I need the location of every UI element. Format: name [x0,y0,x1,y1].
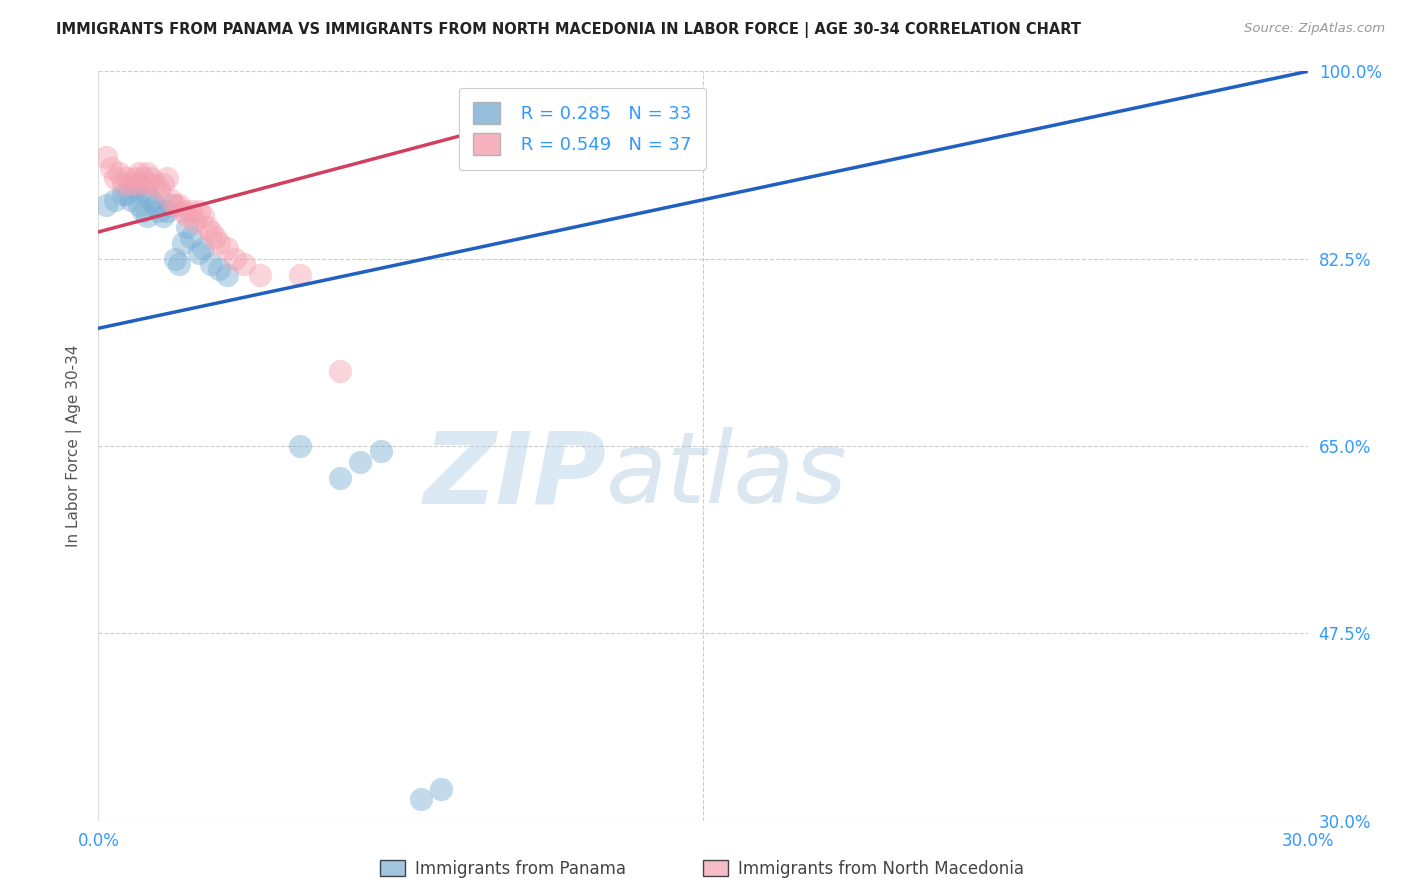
Point [176,209,198,223]
Y-axis label: In Labor Force | Age 30-34: In Labor Force | Age 30-34 [66,344,82,548]
Point [188,246,211,260]
Text: Immigrants from Panama: Immigrants from Panama [415,860,626,878]
Point [128,177,150,191]
Point [288,268,311,282]
Point [100,161,122,175]
Point [232,257,254,271]
Point [135,177,157,191]
Point [143,177,166,191]
Point [156,171,179,186]
Point [370,444,392,458]
Point [103,193,125,207]
Point [349,455,371,469]
Point [128,198,150,212]
Point [120,193,142,207]
Point [167,257,190,271]
Point [208,235,231,250]
Point [217,268,239,282]
Point [204,230,226,244]
Point [163,252,186,266]
Point [156,203,179,218]
Point [208,262,231,277]
Point [96,198,118,212]
Point [107,166,129,180]
Point [288,439,311,453]
Point [132,171,155,186]
Text: Immigrants from North Macedonia: Immigrants from North Macedonia [738,860,1024,878]
Point [128,166,150,180]
Point [103,171,125,186]
Point [188,203,211,218]
Point [120,177,142,191]
Text: ZIP: ZIP [423,427,606,524]
Point [172,235,194,250]
Point [148,182,170,196]
Point [160,193,183,207]
Point [217,241,239,255]
Point [200,257,222,271]
Point [135,209,157,223]
Point [409,792,432,806]
Point [111,177,134,191]
Point [135,187,157,202]
Point [180,203,202,218]
Point [160,198,183,212]
Point [115,171,138,186]
Point [143,198,166,212]
Point [249,268,271,282]
Point [172,203,194,218]
Point [163,198,186,212]
Point [167,198,190,212]
Point [124,171,146,186]
Point [148,203,170,218]
Point [193,241,215,255]
Point [96,150,118,164]
Point [132,203,155,218]
Point [152,177,174,191]
Point [176,219,198,234]
Point [152,209,174,223]
Point [139,171,162,186]
Point [193,209,215,223]
Point [115,187,138,202]
Point [184,214,207,228]
Point [124,182,146,196]
Point [224,252,246,266]
Point [200,225,222,239]
Point [195,219,218,234]
Text: Source: ZipAtlas.com: Source: ZipAtlas.com [1244,22,1385,36]
Point [135,166,157,180]
Point [128,177,150,191]
Point [329,364,352,378]
Text: IMMIGRANTS FROM PANAMA VS IMMIGRANTS FROM NORTH MACEDONIA IN LABOR FORCE | AGE 3: IMMIGRANTS FROM PANAMA VS IMMIGRANTS FRO… [56,22,1081,38]
Point [139,193,162,207]
Point [430,781,453,796]
Text: atlas: atlas [606,427,848,524]
Legend:  R = 0.285   N = 33,  R = 0.549   N = 37: R = 0.285 N = 33, R = 0.549 N = 37 [458,88,706,169]
Point [329,471,352,485]
Point [111,187,134,202]
Point [180,230,202,244]
